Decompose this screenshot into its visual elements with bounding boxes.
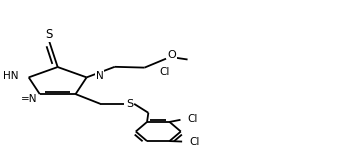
- Text: S: S: [127, 99, 134, 109]
- Text: Cl: Cl: [188, 114, 198, 124]
- Text: O: O: [168, 50, 176, 60]
- Text: Cl: Cl: [159, 68, 170, 78]
- Text: Cl: Cl: [189, 137, 200, 147]
- Text: =N: =N: [21, 94, 37, 104]
- Text: S: S: [46, 28, 53, 41]
- Text: N: N: [96, 71, 104, 81]
- Text: HN: HN: [3, 71, 19, 81]
